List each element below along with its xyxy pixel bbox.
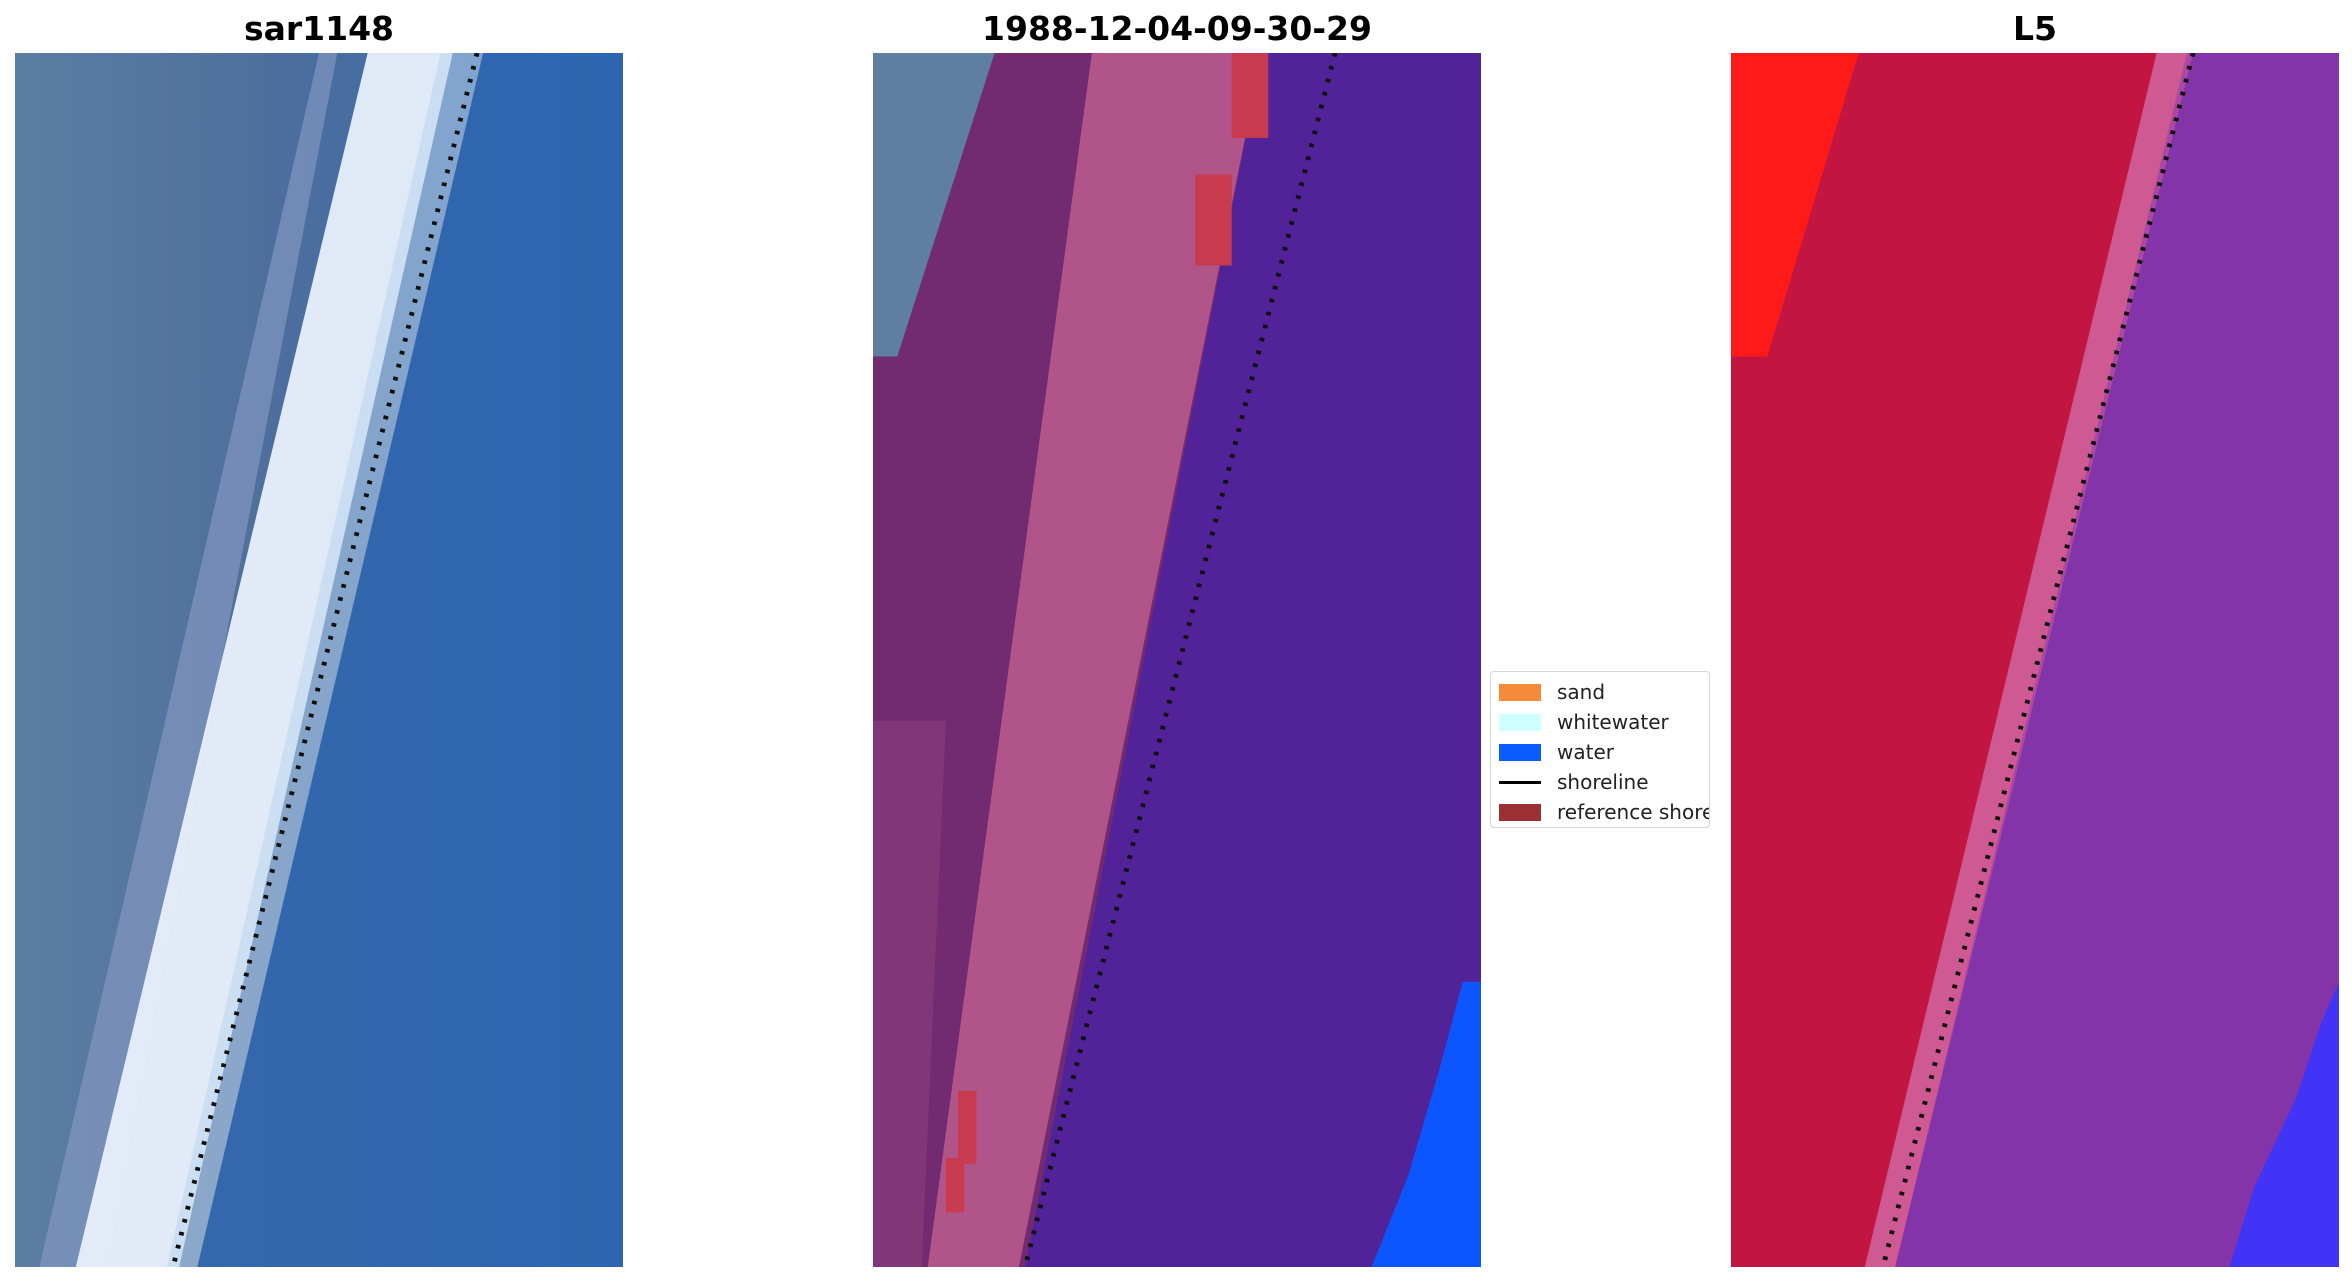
- legend-item-water: water: [1499, 738, 1614, 766]
- legend-label: sand: [1557, 680, 1606, 704]
- satellite-image: [15, 53, 623, 1267]
- legend-swatch: [1499, 803, 1541, 821]
- index-image-svg: [1731, 53, 2339, 1267]
- panel-title: 1988-12-04-09-30-29: [982, 9, 1372, 48]
- legend-item-whitewater: whitewater: [1499, 708, 1669, 736]
- classified-image-svg: [873, 53, 1481, 1267]
- legend: sand whitewater water shoreline referenc…: [1490, 671, 1710, 828]
- legend-swatch: [1499, 780, 1541, 784]
- index-image: [1731, 53, 2339, 1267]
- classified-image: [873, 53, 1481, 1267]
- legend-label: water: [1557, 740, 1614, 764]
- legend-swatch: [1499, 743, 1541, 761]
- legend-label: whitewater: [1557, 710, 1669, 734]
- legend-item-reference-shoreline: reference shoreline: [1499, 798, 1709, 826]
- legend-label: shoreline: [1557, 770, 1649, 794]
- panel-title: L5: [2013, 9, 2057, 48]
- panel-title: sar1148: [243, 9, 395, 48]
- legend-swatch: [1499, 713, 1541, 731]
- legend-item-sand: sand: [1499, 678, 1605, 706]
- rgb-image-svg: [15, 53, 623, 1267]
- legend-swatch: [1499, 683, 1541, 701]
- legend-item-shoreline: shoreline: [1499, 768, 1649, 796]
- legend-label: reference shoreline: [1557, 800, 1709, 824]
